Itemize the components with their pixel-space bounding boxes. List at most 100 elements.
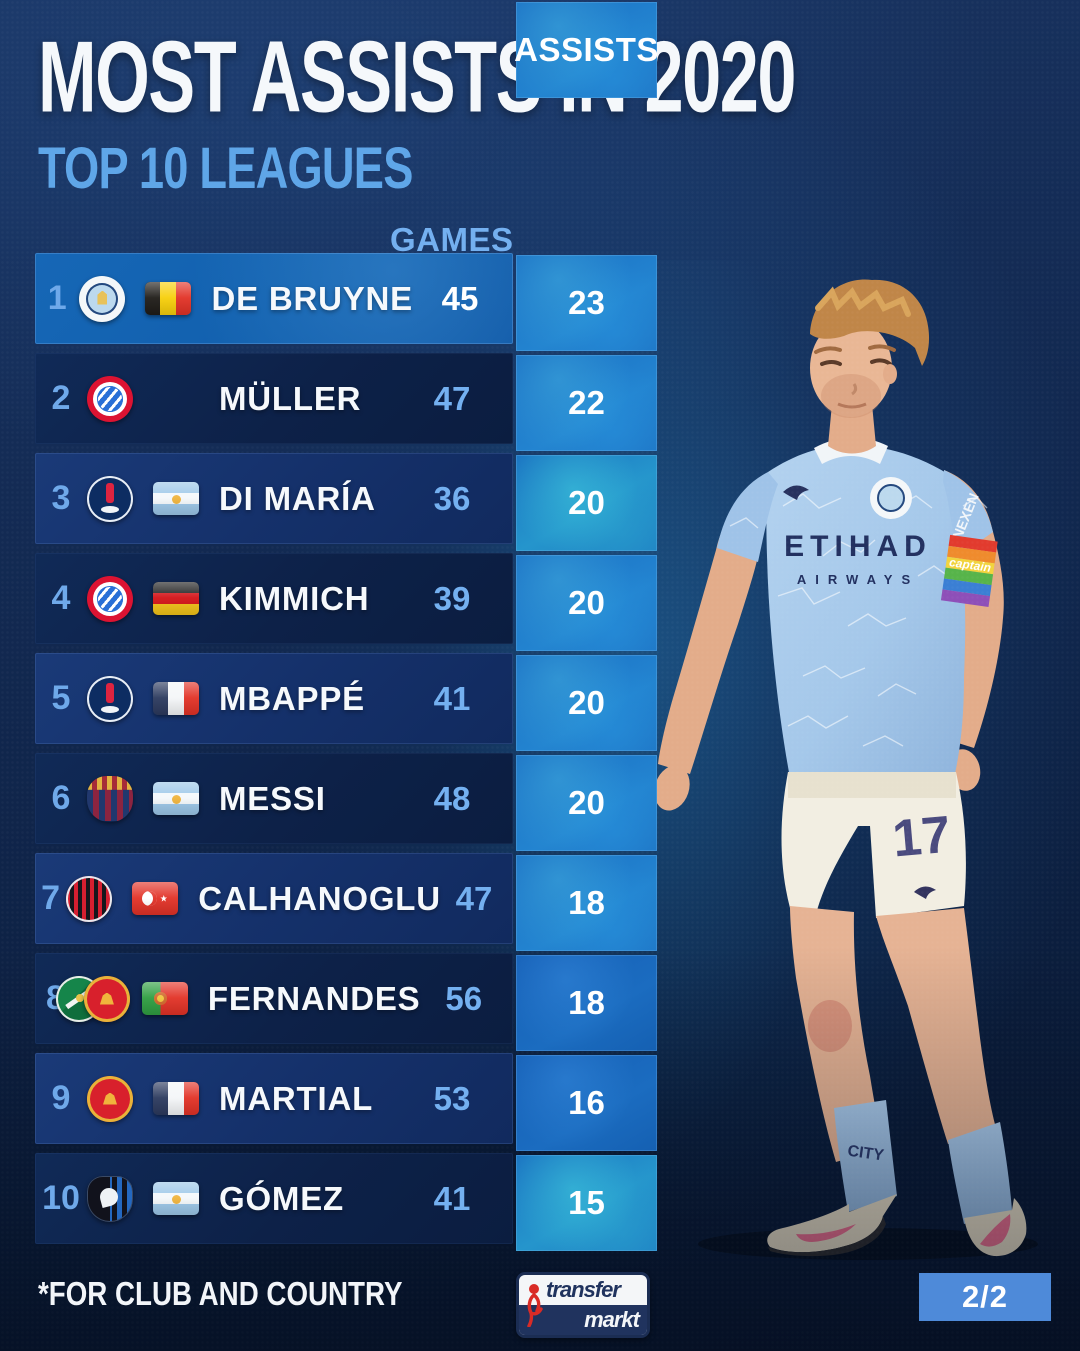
manchester-city-badge <box>79 275 126 322</box>
shirt-sponsor-text: ETIHAD <box>784 530 932 563</box>
flag-gloss <box>145 282 192 315</box>
table-row-main: 2 MÜLLER 47 <box>35 353 513 444</box>
table-row-main: 4 KIMMICH 39 <box>35 553 513 644</box>
assists-count: 20 <box>568 584 605 621</box>
table-row: 7 CALHANOGLU 47 18 <box>35 853 657 951</box>
turkey-flag <box>132 882 179 915</box>
psg-badge <box>87 475 133 522</box>
flag-gloss <box>153 682 199 715</box>
shirt-sponsor-subtext: AIRWAYS <box>797 572 919 587</box>
rank-number: 7 <box>41 879 61 917</box>
table-row-main: 7 CALHANOGLU 47 <box>35 853 513 944</box>
flag-gloss <box>153 482 199 515</box>
flag-gloss <box>132 882 179 915</box>
ac-milan-badge <box>66 875 113 922</box>
flag-gloss <box>153 782 199 815</box>
france-flag <box>153 682 199 715</box>
assists-count: 15 <box>568 1184 605 1221</box>
flag-gloss <box>153 1182 199 1215</box>
table-row-main: 3 DI MARÍA 36 <box>35 453 513 544</box>
assists-count: 22 <box>568 384 605 421</box>
table-row: 10 GÓMEZ 41 15 <box>35 1153 657 1251</box>
page-title: MOST ASSISTS IN 2020 <box>38 21 796 134</box>
club-badge-slot <box>79 275 127 323</box>
club-badge-slot <box>55 975 130 1023</box>
rank-number: 4 <box>51 579 71 617</box>
table-row: 5 MBAPPÉ 41 20 <box>35 653 657 751</box>
games-count: 47 <box>455 879 493 917</box>
country-flag-slot <box>153 482 199 515</box>
table-row: 4 KIMMICH 39 20 <box>35 553 657 651</box>
games-count: 36 <box>433 479 471 517</box>
player-name: MARTIAL <box>219 1079 374 1117</box>
assists-cell: 20 <box>516 455 657 551</box>
page-indicator: 2/2 <box>919 1273 1051 1321</box>
games-count: 41 <box>433 1179 471 1217</box>
club-badge-slot <box>66 875 114 923</box>
manchester-united-badge <box>83 975 130 1022</box>
bayern-munich-badge <box>87 575 133 622</box>
flag-gloss <box>141 982 188 1015</box>
assists-cell: 20 <box>516 655 657 751</box>
club-badge-slot <box>87 775 135 823</box>
games-count: 47 <box>433 379 471 417</box>
shorts-number: 17 <box>890 806 953 869</box>
rank-number: 2 <box>51 379 71 417</box>
table-row: 8 FERNANDES 56 18 <box>35 953 657 1051</box>
transfermarkt-logo-top: transfer <box>546 1277 621 1302</box>
player-photo: ETIHAD AIRWAYS NEXEN captain 17 CITY <box>654 279 1038 1260</box>
captain-armband-text: captain <box>948 555 992 575</box>
club-badge-slot <box>87 1175 135 1223</box>
assists-cell: 16 <box>516 1055 657 1151</box>
assists-cell: 20 <box>516 555 657 651</box>
club-badge-slot <box>87 475 135 523</box>
ranking-table: 1 DE BRUYNE 45 23 2 MÜLLER 47 22 3 DI MA… <box>35 253 657 1253</box>
rank-number: 10 <box>42 1179 80 1217</box>
club-badge-slot <box>87 575 135 623</box>
table-row-main: 8 FERNANDES 56 <box>35 953 513 1044</box>
argentina-flag <box>153 1182 199 1215</box>
argentina-flag <box>153 482 199 515</box>
germany-flag <box>153 582 199 615</box>
assists-cell: 18 <box>516 855 657 951</box>
belgium-flag <box>145 282 192 315</box>
table-row-main: 10 GÓMEZ 41 <box>35 1153 513 1244</box>
france-flag <box>153 1082 199 1115</box>
assists-cell: 22 <box>516 355 657 451</box>
player-name: DE BRUYNE <box>211 279 413 317</box>
column-header-assists: ASSISTS <box>514 2 658 98</box>
games-count: 39 <box>433 579 471 617</box>
psg-badge <box>87 675 133 722</box>
assists-count: 20 <box>568 684 605 721</box>
country-flag-slot <box>153 582 199 615</box>
country-flag-slot <box>153 1082 199 1115</box>
assists-cell: 18 <box>516 955 657 1051</box>
assists-cell: 20 <box>516 755 657 851</box>
player-name: MBAPPÉ <box>219 679 365 717</box>
player-name: GÓMEZ <box>219 1179 344 1217</box>
table-row: 3 DI MARÍA 36 20 <box>35 453 657 551</box>
assists-cell: 23 <box>516 255 657 351</box>
transfermarkt-logo: transfer markt <box>516 1272 650 1338</box>
rank-number: 1 <box>47 279 67 317</box>
country-flag-slot <box>153 782 199 815</box>
table-row-main: 1 DE BRUYNE 45 <box>35 253 513 344</box>
games-count: 48 <box>433 779 471 817</box>
rank-number: 3 <box>51 479 71 517</box>
country-flag-slot <box>153 1182 199 1215</box>
games-count: 45 <box>441 279 479 317</box>
country-flag-slot <box>132 882 179 915</box>
sock-text: CITY <box>846 1143 885 1165</box>
assists-count: 23 <box>568 284 605 321</box>
player-name: DI MARÍA <box>219 479 376 517</box>
games-count: 56 <box>445 979 483 1017</box>
rank-number: 6 <box>51 779 71 817</box>
assists-count: 20 <box>568 784 605 821</box>
rank-number: 9 <box>51 1079 71 1117</box>
club-badge-slot <box>87 675 135 723</box>
country-flag-slot <box>141 982 188 1015</box>
table-row-main: 6 MESSI 48 <box>35 753 513 844</box>
player-name: CALHANOGLU <box>198 879 441 917</box>
portugal-flag <box>141 982 188 1015</box>
country-flag-slot <box>153 382 199 415</box>
